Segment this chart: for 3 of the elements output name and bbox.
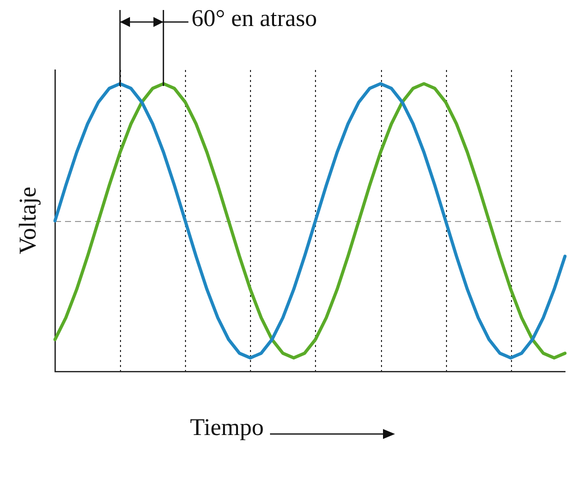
y-axis-title: Voltaje [15,187,42,255]
text: 60° en atraso [192,6,318,33]
x-axis-title: Tiempo [190,414,264,442]
